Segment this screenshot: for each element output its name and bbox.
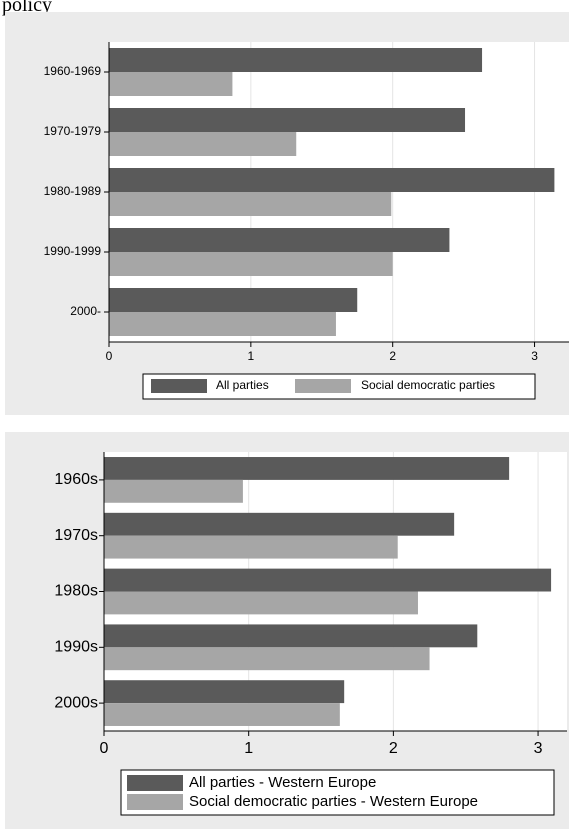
x-tick-label-3: 3 bbox=[531, 349, 538, 363]
category-label-1980s: 1980s bbox=[54, 583, 98, 600]
bar-2000-all-parties bbox=[109, 288, 358, 312]
bar-1970-1979-all-parties bbox=[109, 108, 466, 132]
category-label-1970s: 1970s bbox=[54, 527, 98, 544]
chart-panel-decades-range: 1960-1969 1970-1979 1980-1989 1990-1999 2000… bbox=[5, 12, 569, 415]
bar-1980s-social-democratic-parties-western-europe bbox=[104, 591, 418, 615]
category-label-1960s: 1960s bbox=[54, 471, 98, 488]
category-label-2000: 2000- bbox=[70, 304, 101, 318]
bar-1970-1979-social-democratic-parties bbox=[109, 132, 297, 156]
chart-decades-western-europe-svg: 1960s 1970s 1980s 1990s 2000s 0 1 2 3 All parties… bbox=[54, 452, 567, 816]
legend-swatch-all-parties-western-europe bbox=[127, 775, 183, 791]
bar-1960-1969-social-democratic-parties bbox=[109, 72, 233, 96]
x-tick-label-1: 1 bbox=[248, 349, 255, 363]
bar-1960-1969-all-parties bbox=[109, 48, 483, 72]
x-tick-label-1: 1 bbox=[244, 740, 253, 757]
category-label-1990-1999: 1990-1999 bbox=[44, 244, 102, 258]
x-tick-label-0: 0 bbox=[106, 349, 113, 363]
bar-1990s-social-democratic-parties-western-europe bbox=[104, 647, 430, 671]
legend-swatch-social-democratic-parties bbox=[295, 379, 351, 393]
category-label-1990s: 1990s bbox=[54, 639, 98, 656]
x-tick-label-3: 3 bbox=[534, 740, 543, 757]
legend-swatch-all-parties bbox=[151, 379, 207, 393]
bar-1960s-all-parties-western-europe bbox=[104, 457, 510, 480]
x-tick-label-2: 2 bbox=[389, 349, 396, 363]
bar-1980s-all-parties-western-europe bbox=[104, 568, 552, 592]
legend-label-all-parties-western-europe: All parties - Western Europe bbox=[189, 774, 376, 791]
chart-decades-range-svg: 1960-1969 1970-1979 1980-1989 1990-1999 2000… bbox=[44, 42, 569, 400]
bar-1990-1999-social-democratic-parties bbox=[109, 252, 393, 276]
category-label-1960-1969: 1960-1969 bbox=[44, 64, 102, 78]
category-label-1980-1989: 1980-1989 bbox=[44, 184, 102, 198]
x-tick-label-2: 2 bbox=[389, 740, 398, 757]
bar-1990-1999-all-parties bbox=[109, 228, 450, 252]
bar-1970s-social-democratic-parties-western-europe bbox=[104, 535, 398, 559]
bar-2000s-all-parties-western-europe bbox=[104, 680, 345, 704]
bar-1990s-all-parties-western-europe bbox=[104, 624, 478, 648]
legend-box bbox=[120, 769, 555, 816]
chart-panel-decades-western-europe: 1960s 1970s 1980s 1990s 2000s 0 1 2 3 All parties… bbox=[5, 432, 569, 829]
category-label-2000s: 2000s bbox=[54, 694, 98, 711]
bar-1960s-social-democratic-parties-western-europe bbox=[104, 479, 243, 503]
bar-1980-1989-social-democratic-parties bbox=[109, 192, 392, 216]
x-tick-label-0: 0 bbox=[100, 740, 109, 757]
bar-1970s-all-parties-western-europe bbox=[104, 512, 455, 536]
bar-2000-social-democratic-parties bbox=[109, 312, 336, 336]
bar-1980-1989-all-parties bbox=[109, 168, 555, 192]
bar-2000s-social-democratic-parties-western-europe bbox=[104, 703, 340, 726]
legend-label-all-parties: All parties bbox=[216, 378, 269, 392]
legend-swatch-social-democratic-parties-western-europe bbox=[127, 794, 183, 810]
legend-label-social-democratic-parties-western-europe: Social democratic parties - Western Euro… bbox=[189, 793, 478, 810]
category-label-1970-1979: 1970-1979 bbox=[44, 124, 102, 138]
legend-label-social-democratic-parties: Social democratic parties bbox=[361, 378, 495, 392]
